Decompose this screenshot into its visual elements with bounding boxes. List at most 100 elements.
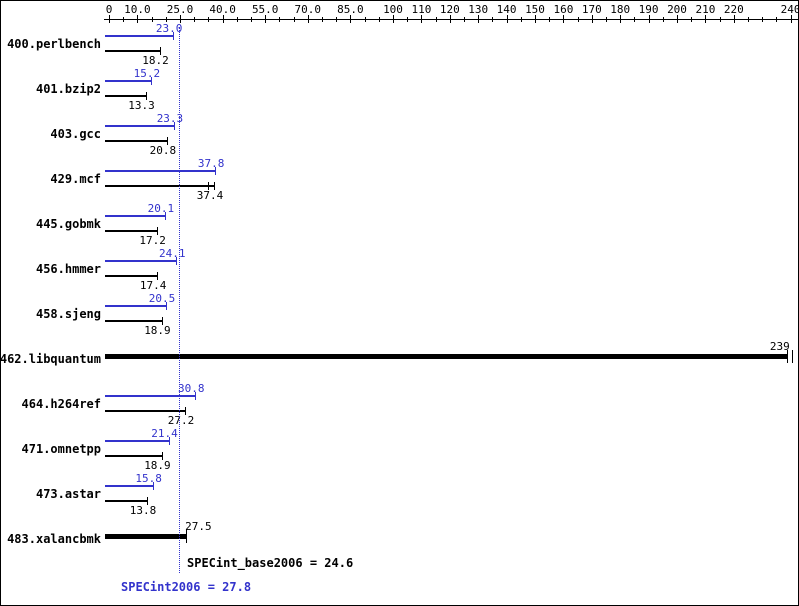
benchmark-row: 473.astar 15.8 13.8 xyxy=(1,472,798,518)
base-value-label: 18.9 xyxy=(144,324,171,337)
run-spread-whisker xyxy=(215,167,217,175)
base-bar xyxy=(105,275,159,277)
axis-tick xyxy=(421,15,423,23)
peak-value-label: 20.5 xyxy=(148,292,176,305)
axis-tick xyxy=(449,15,451,23)
benchmark-row: 401.bzip2 15.2 13.3 xyxy=(1,67,798,113)
axis-tick-label: 150 xyxy=(525,3,545,16)
benchmark-label: 458.sjeng xyxy=(35,307,101,321)
axis-tick xyxy=(137,15,139,23)
base-value-label: 13.3 xyxy=(128,99,155,112)
base-bar xyxy=(105,455,163,457)
run-spread-whisker xyxy=(167,137,169,145)
base-bar xyxy=(105,500,149,502)
base-bar xyxy=(105,185,216,187)
result-bar xyxy=(105,354,788,359)
peak-bar xyxy=(105,305,168,307)
benchmark-row: 445.gobmk 20.1 17.2 xyxy=(1,203,798,248)
axis-tick-label: 190 xyxy=(638,3,659,16)
axis-tick xyxy=(577,17,579,22)
axis-tick xyxy=(662,17,664,22)
x-axis-line xyxy=(104,19,798,20)
axis-tick xyxy=(691,17,693,22)
result-value-label: 239 xyxy=(769,340,790,353)
base-value-label: 17.4 xyxy=(139,279,167,292)
run-spread-whisker xyxy=(174,122,176,130)
axis-tick-label: 220 xyxy=(723,3,744,16)
axis-tick xyxy=(748,17,749,22)
axis-tick xyxy=(520,17,522,22)
axis-tick-label: 180 xyxy=(610,3,631,16)
base-bar xyxy=(105,410,187,412)
base-value-label: 27.2 xyxy=(167,414,195,427)
benchmark-row: 464.h264ref 30.8 27.2 xyxy=(1,382,798,428)
peak-bar xyxy=(105,80,153,82)
axis-tick xyxy=(591,15,593,23)
axis-tick-label: 55.0 xyxy=(251,3,279,16)
axis-tick-label: 120 xyxy=(439,3,460,16)
benchmark-row: 483.xalancbmk 27.5 xyxy=(1,518,798,563)
benchmark-label: 429.mcf xyxy=(50,172,101,186)
peak-bar xyxy=(105,440,170,442)
axis-tick xyxy=(506,15,508,23)
peak-value-label: 15.8 xyxy=(135,472,162,485)
axis-tick xyxy=(336,17,338,22)
peak-bar xyxy=(105,260,178,262)
run-spread-whisker xyxy=(176,257,178,265)
base-bar xyxy=(105,95,147,97)
run-spread-whisker xyxy=(156,227,158,235)
benchmark-label: 462.libquantum xyxy=(0,352,101,366)
benchmark-label: 403.gcc xyxy=(50,127,101,141)
run-spread-whisker xyxy=(147,497,149,505)
axis-tick xyxy=(307,15,309,23)
peak-bar xyxy=(105,35,175,37)
axis-tick xyxy=(762,17,764,22)
axis-tick xyxy=(464,17,465,22)
base-value-label: 17.2 xyxy=(139,234,166,247)
axis-tick xyxy=(208,17,210,22)
benchmark-row: 458.sjeng 20.5 18.9 xyxy=(1,292,798,338)
base-bar xyxy=(105,320,163,322)
run-spread-whisker xyxy=(208,182,210,190)
base-bar xyxy=(105,50,161,52)
axis-tick xyxy=(279,17,281,22)
benchmark-row: 456.hmmer 24.1 17.4 xyxy=(1,248,798,293)
run-spread-whisker xyxy=(186,530,188,543)
peak-bar xyxy=(105,215,167,217)
run-spread-whisker xyxy=(152,482,154,490)
axis-tick xyxy=(492,17,494,22)
axis-tick-label: 40.0 xyxy=(209,3,236,16)
axis-tick xyxy=(620,15,622,23)
axis-tick-label: 100 xyxy=(383,3,403,16)
benchmark-row: 462.libquantum 239 xyxy=(0,338,798,383)
axis-tick-label: 25.0 xyxy=(166,3,194,16)
benchmark-row: 429.mcf 37.8 37.4 xyxy=(1,158,798,203)
peak-bar xyxy=(105,395,197,397)
run-spread-whisker xyxy=(161,452,163,460)
run-spread-whisker xyxy=(786,350,788,363)
peak-value-label: 15.2 xyxy=(133,67,161,80)
axis-tick-label: 0 xyxy=(105,3,113,16)
axis-tick xyxy=(364,17,366,22)
axis-tick xyxy=(151,17,153,22)
axis-tick xyxy=(705,15,707,23)
run-spread-whisker xyxy=(214,182,216,190)
axis-tick xyxy=(109,15,110,23)
axis-tick-label: 85.0 xyxy=(337,3,364,16)
peak-value-label: 30.8 xyxy=(177,382,205,395)
base-value-label: 13.8 xyxy=(129,504,157,517)
axis-tick xyxy=(393,15,394,23)
axis-tick-label: 110 xyxy=(411,3,432,16)
benchmark-label: 445.gobmk xyxy=(35,217,101,231)
axis-tick xyxy=(648,15,650,23)
axis-tick xyxy=(634,17,636,22)
base-mean-line xyxy=(178,27,180,573)
axis-tick-label: 130 xyxy=(468,3,489,16)
axis-tick xyxy=(165,17,167,22)
peak-value-label: 21.4 xyxy=(151,427,178,440)
base-bar xyxy=(105,230,158,232)
axis-tick-label: 10.0 xyxy=(124,3,151,16)
run-spread-whisker xyxy=(791,350,793,363)
run-spread-whisker xyxy=(159,47,161,55)
base-bar xyxy=(105,140,169,142)
